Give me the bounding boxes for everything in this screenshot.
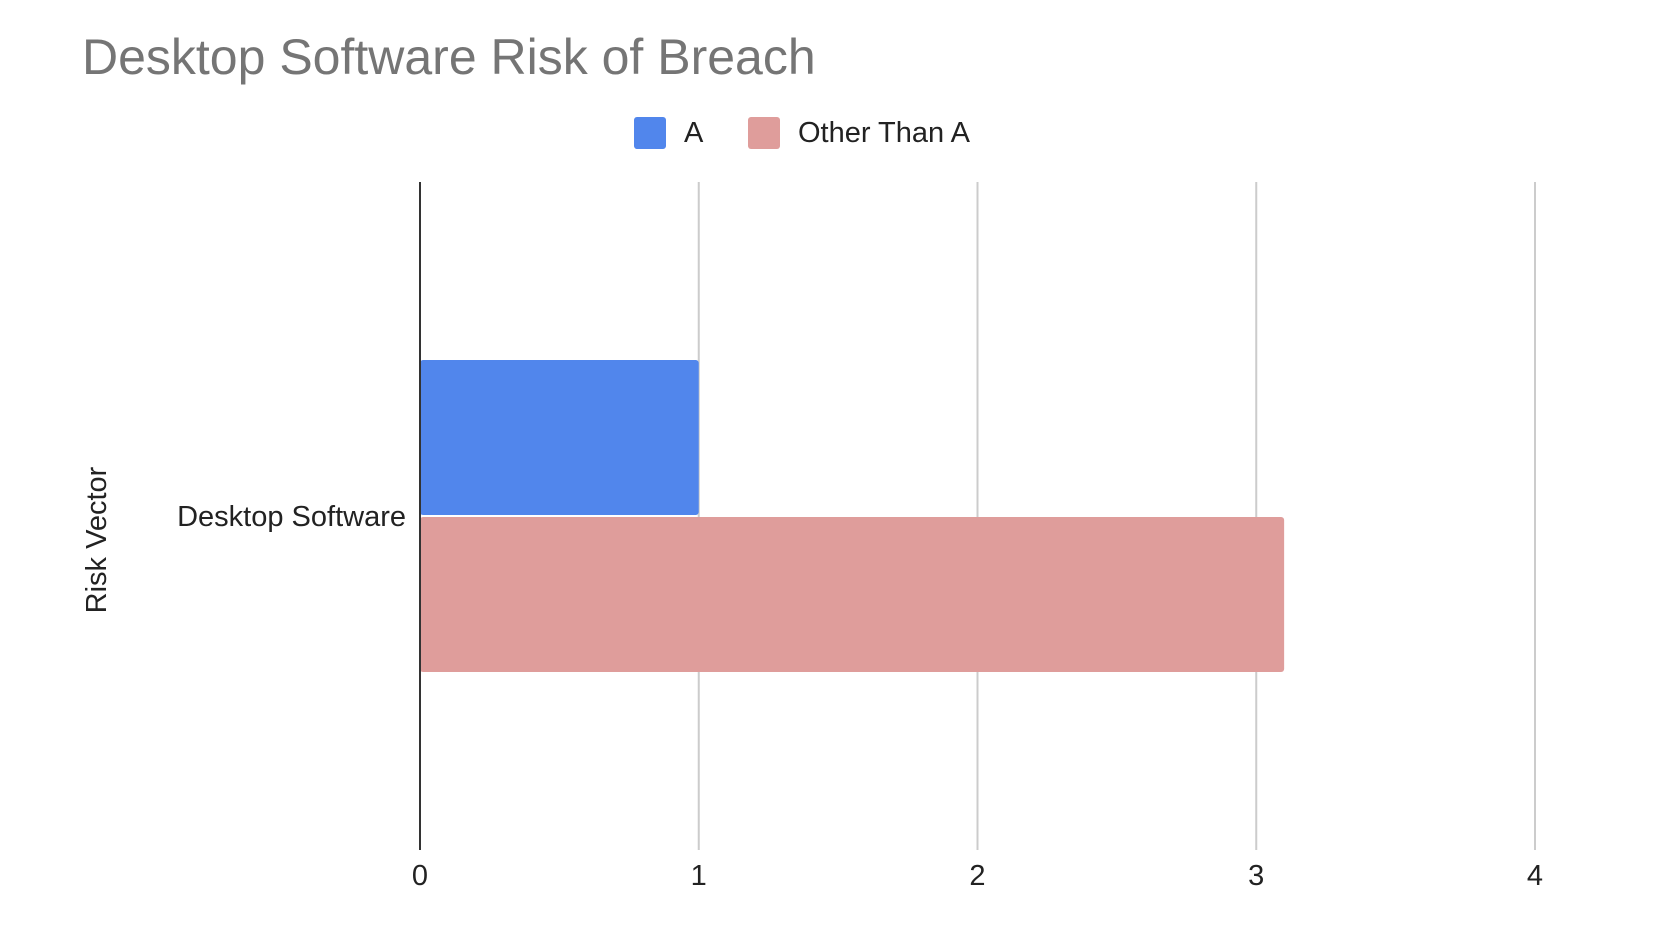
category-label-desktop-software: Desktop Software (177, 501, 406, 533)
gridlines (697, 182, 1536, 850)
x-tick-label-1: 1 (691, 860, 707, 892)
bar-a-desktop-software (420, 360, 699, 515)
x-tick-label-2: 2 (969, 860, 985, 892)
bars (420, 360, 1285, 672)
x-tick-label-3: 3 (1248, 860, 1264, 892)
chart-title: Desktop Software Risk of Breach (82, 29, 816, 85)
bar-other-than-a-desktop-software (420, 517, 1285, 672)
legend-swatch-other-than-a (748, 117, 780, 149)
y-axis-title: Risk Vector (81, 466, 113, 613)
x-axis-ticks: 0 1 2 3 4 (412, 860, 1543, 892)
x-tick-label-0: 0 (412, 860, 428, 892)
legend-label-a: A (684, 117, 704, 149)
legend-label-other-than-a: Other Than A (798, 117, 971, 149)
legend: A Other Than A (634, 117, 971, 149)
x-tick-label-4: 4 (1527, 860, 1543, 892)
category-labels: Desktop Software (177, 501, 406, 533)
legend-swatch-a (634, 117, 666, 149)
